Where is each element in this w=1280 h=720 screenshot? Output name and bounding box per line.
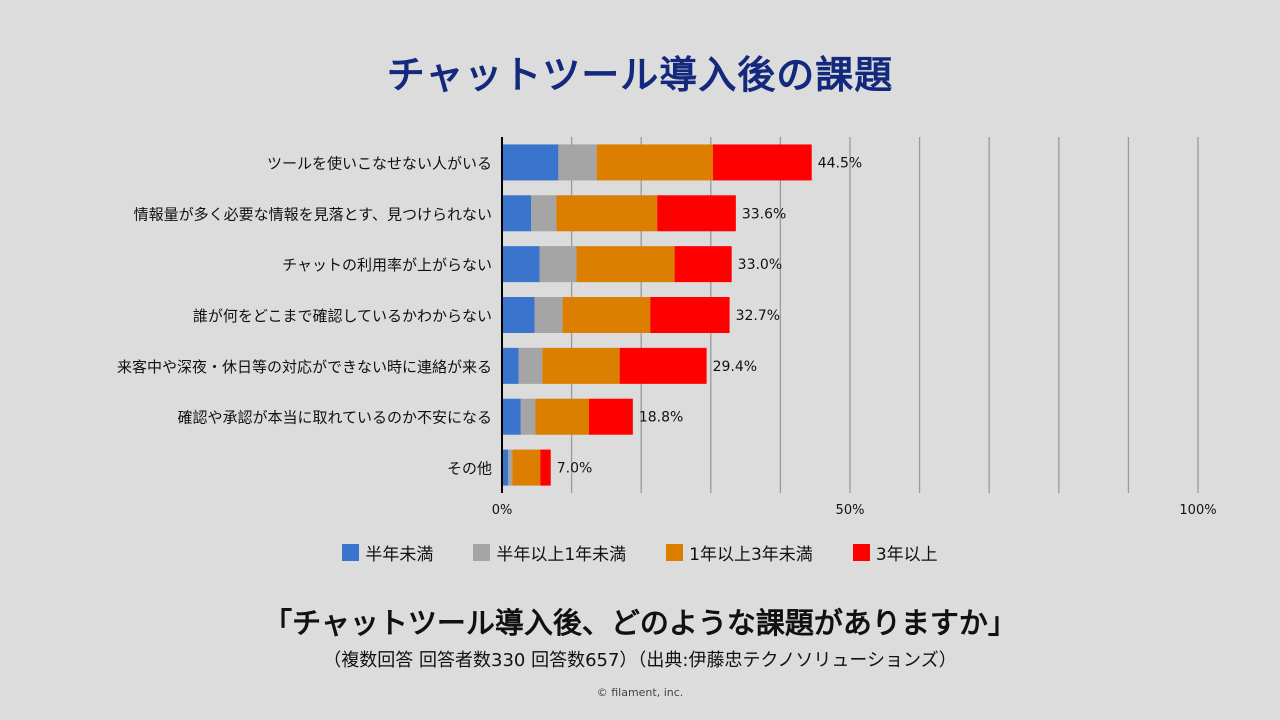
x-tick-label: 100% xyxy=(1179,503,1216,518)
survey-note: （複数回答 回答者数330 回答数657）（出典:伊藤忠テクノソリューションズ） xyxy=(323,650,957,671)
bar-segment xyxy=(674,246,732,283)
bar-segment xyxy=(502,347,519,384)
legend-label: 半年以上1年未満 xyxy=(496,545,627,565)
legend-item: 半年以上1年未満 xyxy=(473,540,626,565)
total-label: 44.5% xyxy=(818,155,862,171)
category-label: 確認や承認が本当に取れているのか不安になる xyxy=(177,409,492,427)
bar-segment xyxy=(502,144,559,181)
x-tick-label: 50% xyxy=(836,503,865,518)
bar-segment xyxy=(520,398,536,435)
category-label: ツールを使いこなせない人がいる xyxy=(267,154,492,172)
copyright: © filament, inc. xyxy=(596,686,684,699)
bar-segment xyxy=(502,195,532,232)
legend-label: 1年以上3年未満 xyxy=(689,545,813,565)
legend-swatch xyxy=(666,544,684,561)
bar-segment xyxy=(712,144,812,181)
bar-segment xyxy=(534,297,563,333)
bar-segment xyxy=(531,195,557,232)
chart-title: チャットツール導入後の課題 xyxy=(386,53,894,97)
legend-item: 1年以上3年未満 xyxy=(666,540,813,565)
legend-label: 半年未満 xyxy=(365,545,434,565)
total-label: 7.0% xyxy=(557,461,593,477)
legend-item: 半年未満 xyxy=(342,540,433,565)
bar-segment xyxy=(619,347,707,384)
legend-swatch xyxy=(852,544,870,561)
bar-segment xyxy=(596,144,713,181)
bar-segment xyxy=(539,246,577,283)
total-label: 33.6% xyxy=(742,206,786,222)
stacked-bar-chart: ツールを使いこなせない人がいる 44.5% 情報量が多く必要な情報を見落とす、見つけ… xyxy=(117,137,1217,518)
bar-segment xyxy=(542,347,620,384)
category-label: 情報量が多く必要な情報を見落とす、見つけられない xyxy=(134,205,492,223)
survey-question: 「チャットツール導入後、どのような課題がありますか」 xyxy=(263,606,1017,640)
bar-segment xyxy=(562,297,651,333)
bar-segment xyxy=(576,246,675,283)
legend: 半年未満 半年以上1年未満 1年以上3年未満 3年以上 xyxy=(0,540,1280,565)
x-tick-label: 0% xyxy=(492,503,513,518)
bar-segment xyxy=(540,449,551,486)
total-label: 18.8% xyxy=(639,410,683,426)
legend-item: 3年以上 xyxy=(852,540,938,565)
category-label: その他 xyxy=(447,460,492,478)
legend-swatch xyxy=(473,544,491,561)
legend-swatch xyxy=(342,544,360,561)
bar-segment xyxy=(650,297,730,333)
bar-segment xyxy=(502,297,535,333)
bar-segment xyxy=(589,398,633,435)
bar-segment xyxy=(518,347,543,384)
bar-segment xyxy=(502,246,540,283)
legend-label: 3年以上 xyxy=(875,545,938,565)
category-label: 誰が何をどこまで確認しているかわからない xyxy=(193,307,492,325)
category-label: チャットの利用率が上がらない xyxy=(282,256,492,274)
bar-segment xyxy=(556,195,658,232)
bar-segment xyxy=(508,449,513,486)
bar-segment xyxy=(502,398,521,435)
total-label: 29.4% xyxy=(713,359,757,375)
bar-segment xyxy=(558,144,597,181)
bar-segment xyxy=(535,398,589,435)
category-label: 来客中や深夜・休日等の対応ができない時に連絡が来る xyxy=(117,358,492,376)
bar-segment xyxy=(512,449,541,486)
total-label: 32.7% xyxy=(736,308,780,324)
bar-segment xyxy=(502,449,509,486)
bar-segment xyxy=(657,195,736,232)
total-label: 33.0% xyxy=(738,257,782,273)
